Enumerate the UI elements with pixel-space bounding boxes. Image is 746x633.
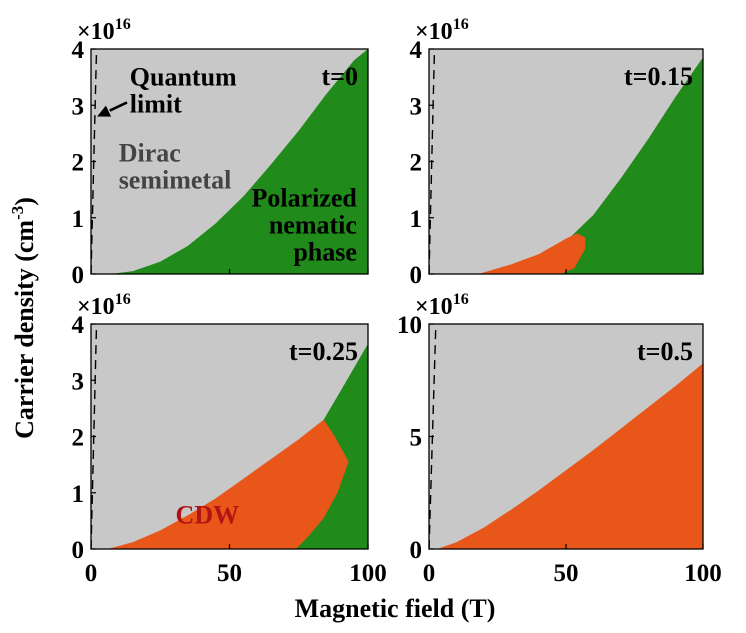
y-tick-label: 0: [72, 262, 85, 289]
y-tick-label: 4: [72, 312, 85, 339]
y-tick-label: 1: [72, 481, 85, 508]
panel-title: t=0.25: [289, 337, 358, 366]
cdw-region: [107, 419, 349, 549]
y-axis-label: Carrier density (cm-3): [8, 197, 39, 439]
x-tick-label: 0: [85, 560, 98, 587]
annotation-line: limit: [130, 90, 182, 119]
y-exponent-base: ×10: [415, 294, 453, 320]
y-axis-label-text: Carrier density (cm: [10, 220, 39, 439]
annotation-line: Dirac: [119, 139, 181, 168]
x-tick-label: 100: [349, 560, 387, 587]
panel-t=0.25: 0 1 2 3 4 0 50 100 ×1016 t=0.25 CDW: [72, 291, 387, 587]
polarized-nematic-phase-region: [478, 57, 703, 274]
x-tick-label: 50: [217, 560, 242, 587]
y-tick-label: 2: [410, 150, 423, 177]
y-exponent-power: 16: [453, 16, 469, 33]
polarized-nematic-phase-region: [110, 49, 368, 274]
annotation-polarized-nematic-phase: Polarized nematic phase: [251, 184, 357, 267]
y-exponent-base: ×10: [77, 19, 115, 45]
annotation-line: CDW: [176, 501, 240, 530]
cdw-region: [478, 233, 586, 274]
quantum-limit-arrow-shaft: [109, 101, 128, 112]
annotation-line: phase: [293, 238, 357, 267]
y-tick-label: 0: [410, 262, 423, 289]
annotation-dirac-semimetal: Dirac semimetal: [119, 139, 232, 195]
annotation-line: Polarized: [251, 184, 357, 213]
annotation-cdw: CDW: [176, 501, 240, 530]
y-exponent-label: ×1016: [415, 16, 469, 45]
panel-t=0: 0 1 2 3 4×1016 t=0 Quantum limit Dirac semimetal P…: [72, 16, 369, 289]
y-tick-label: 10: [397, 312, 422, 339]
y-tick-label: 0: [410, 537, 423, 564]
x-tick-label: 0: [423, 560, 436, 587]
y-tick-label: 1: [410, 206, 423, 233]
panel-title: t=0.15: [624, 62, 693, 91]
y-tick-label: 3: [72, 93, 85, 120]
annotation-quantum-limit: Quantum limit: [130, 63, 237, 119]
y-tick-label: 3: [72, 368, 85, 395]
y-axis-label-close: ): [10, 197, 39, 206]
x-tick-label: 50: [554, 560, 579, 587]
annotation-line: Quantum: [130, 63, 237, 92]
y-exponent-label: ×1016: [77, 291, 131, 320]
panel-title: t=0: [322, 62, 358, 91]
y-tick-label: 4: [410, 37, 423, 64]
y-exponent-base: ×10: [415, 19, 453, 45]
y-axis-label-superscript: -3: [8, 206, 27, 220]
y-exponent-power: 16: [453, 291, 469, 308]
annotation-line: nematic: [269, 211, 357, 240]
panel-title: t=0.5: [637, 337, 693, 366]
y-exponent-label: ×1016: [77, 16, 131, 45]
y-tick-label: 2: [72, 425, 85, 452]
y-tick-label: 5: [410, 425, 423, 452]
annotation-line: semimetal: [119, 166, 232, 195]
y-exponent-power: 16: [115, 291, 131, 308]
y-tick-label: 2: [72, 150, 85, 177]
y-exponent-base: ×10: [77, 294, 115, 320]
y-tick-label: 4: [72, 37, 85, 64]
x-axis-label: Magnetic field (T): [295, 594, 496, 623]
y-exponent-power: 16: [115, 16, 131, 33]
quantum-limit-arrow-head: [97, 105, 112, 117]
y-exponent-label: ×1016: [415, 291, 469, 320]
panel-t=0.15: 0 1 2 3 4×1016 t=0.15: [410, 16, 704, 289]
x-tick-label: 100: [684, 560, 722, 587]
cdw-region: [437, 363, 703, 549]
y-tick-label: 0: [72, 537, 85, 564]
y-tick-label: 1: [72, 206, 85, 233]
y-tick-label: 3: [410, 93, 423, 120]
